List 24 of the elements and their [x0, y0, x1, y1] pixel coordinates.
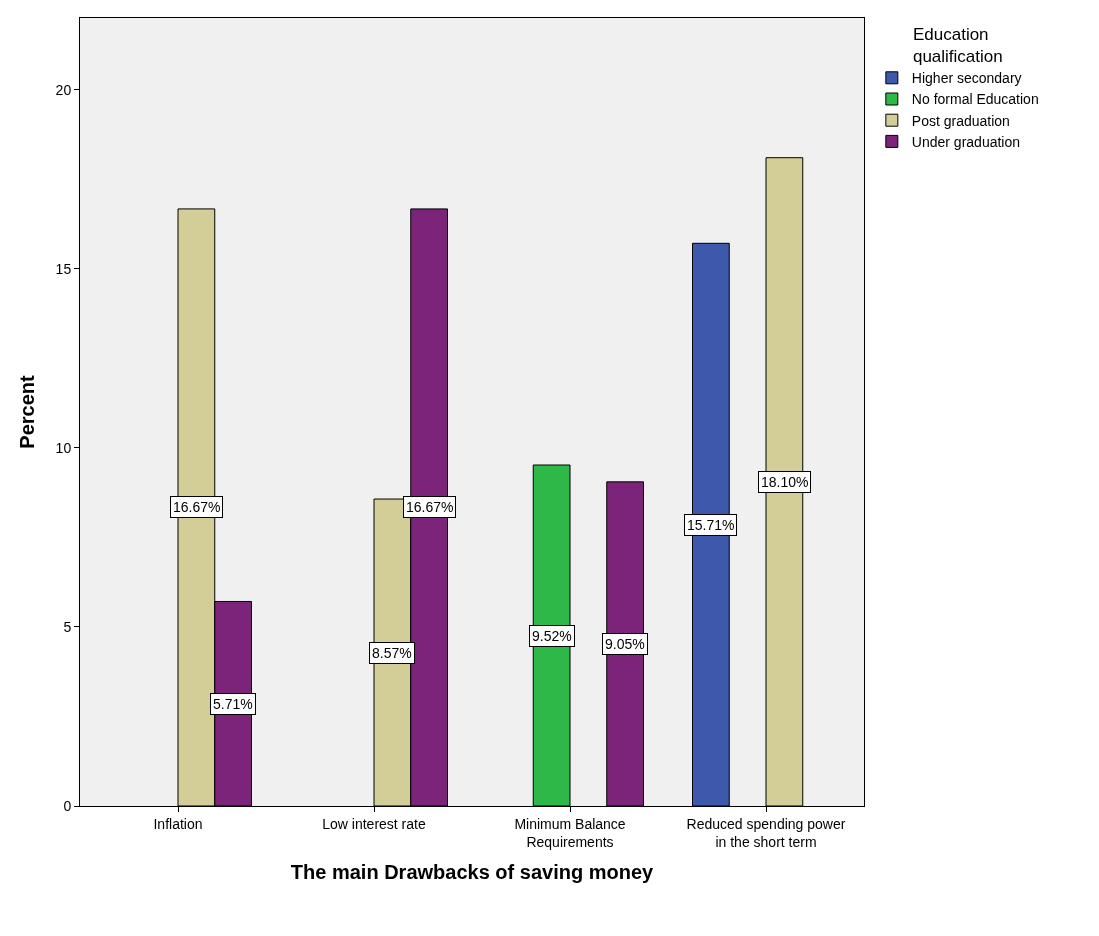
data-label: 16.67%: [406, 499, 454, 515]
data-label: 9.52%: [532, 628, 572, 644]
data-label: 9.05%: [605, 636, 645, 652]
legend-label: No formal Education: [911, 91, 1039, 108]
y-tick-label: 15: [55, 260, 72, 277]
y-tick-label: 10: [55, 439, 72, 456]
data-label: 5.71%: [213, 696, 253, 712]
data-label: 15.71%: [687, 517, 735, 533]
y-tick-label: 0: [63, 797, 72, 814]
x-tick-label: Reduced spending power in the short term: [686, 815, 846, 850]
x-tick-label: Inflation: [153, 815, 203, 832]
legend-title: Education qualification: [912, 25, 1003, 67]
data-label: 8.57%: [372, 645, 412, 661]
legend-label: Under graduation: [911, 133, 1021, 150]
y-axis-title: Percent: [16, 374, 39, 449]
legend-label: Post graduation: [911, 112, 1010, 129]
x-tick-label: Minimum Balance Requirements: [514, 815, 626, 850]
data-label: 16.67%: [173, 499, 221, 515]
data-label: 18.10%: [761, 474, 809, 490]
legend-label: Higher secondary: [911, 70, 1022, 87]
x-axis-title: The main Drawbacks of saving money: [290, 860, 655, 883]
x-tick-label: Low interest rate: [322, 815, 426, 832]
y-tick-label: 5: [63, 618, 72, 635]
y-tick-label: 20: [55, 81, 72, 98]
